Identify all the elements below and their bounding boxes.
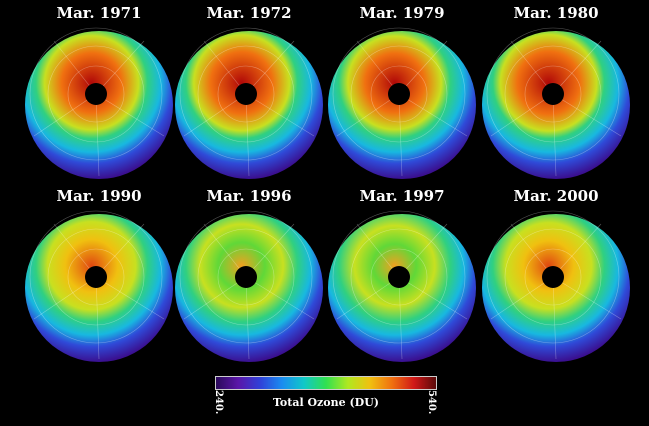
panel-title: Mar. 1972: [206, 4, 292, 22]
polar-night-hole: [85, 266, 107, 288]
colorbar-title: Total Ozone (DU): [272, 396, 379, 409]
polar-night-hole: [388, 83, 410, 105]
polar-ozone-globe: [25, 27, 173, 179]
polar-night-hole: [388, 266, 410, 288]
colorbar: [215, 376, 437, 390]
panel-title: Mar. 2000: [513, 187, 599, 205]
polar-night-hole: [542, 83, 564, 105]
panel-title: Mar. 1997: [359, 187, 445, 205]
polar-night-hole: [542, 266, 564, 288]
polar-night-hole: [85, 83, 107, 105]
polar-night-hole: [235, 83, 257, 105]
polar-ozone-globe: [482, 210, 630, 362]
polar-ozone-globe: [175, 27, 323, 179]
polar-ozone-globe: [328, 27, 476, 179]
polar-ozone-globe: [175, 210, 323, 362]
polar-ozone-globe: [328, 210, 476, 362]
panel-title: Mar. 1979: [359, 4, 445, 22]
panel-title: Mar. 1980: [513, 4, 599, 22]
polar-night-hole: [235, 266, 257, 288]
polar-ozone-globe: [25, 210, 173, 362]
colorbar-max-label: 540.: [426, 390, 437, 415]
panel-title: Mar. 1971: [56, 4, 142, 22]
colorbar-min-label: 240.: [213, 390, 224, 415]
colorbar-legend: 240. Total Ozone (DU) 540.: [213, 376, 439, 420]
panel-title: Mar. 1996: [206, 187, 292, 205]
panel-title: Mar. 1990: [56, 187, 142, 205]
polar-ozone-globe: [482, 27, 630, 179]
